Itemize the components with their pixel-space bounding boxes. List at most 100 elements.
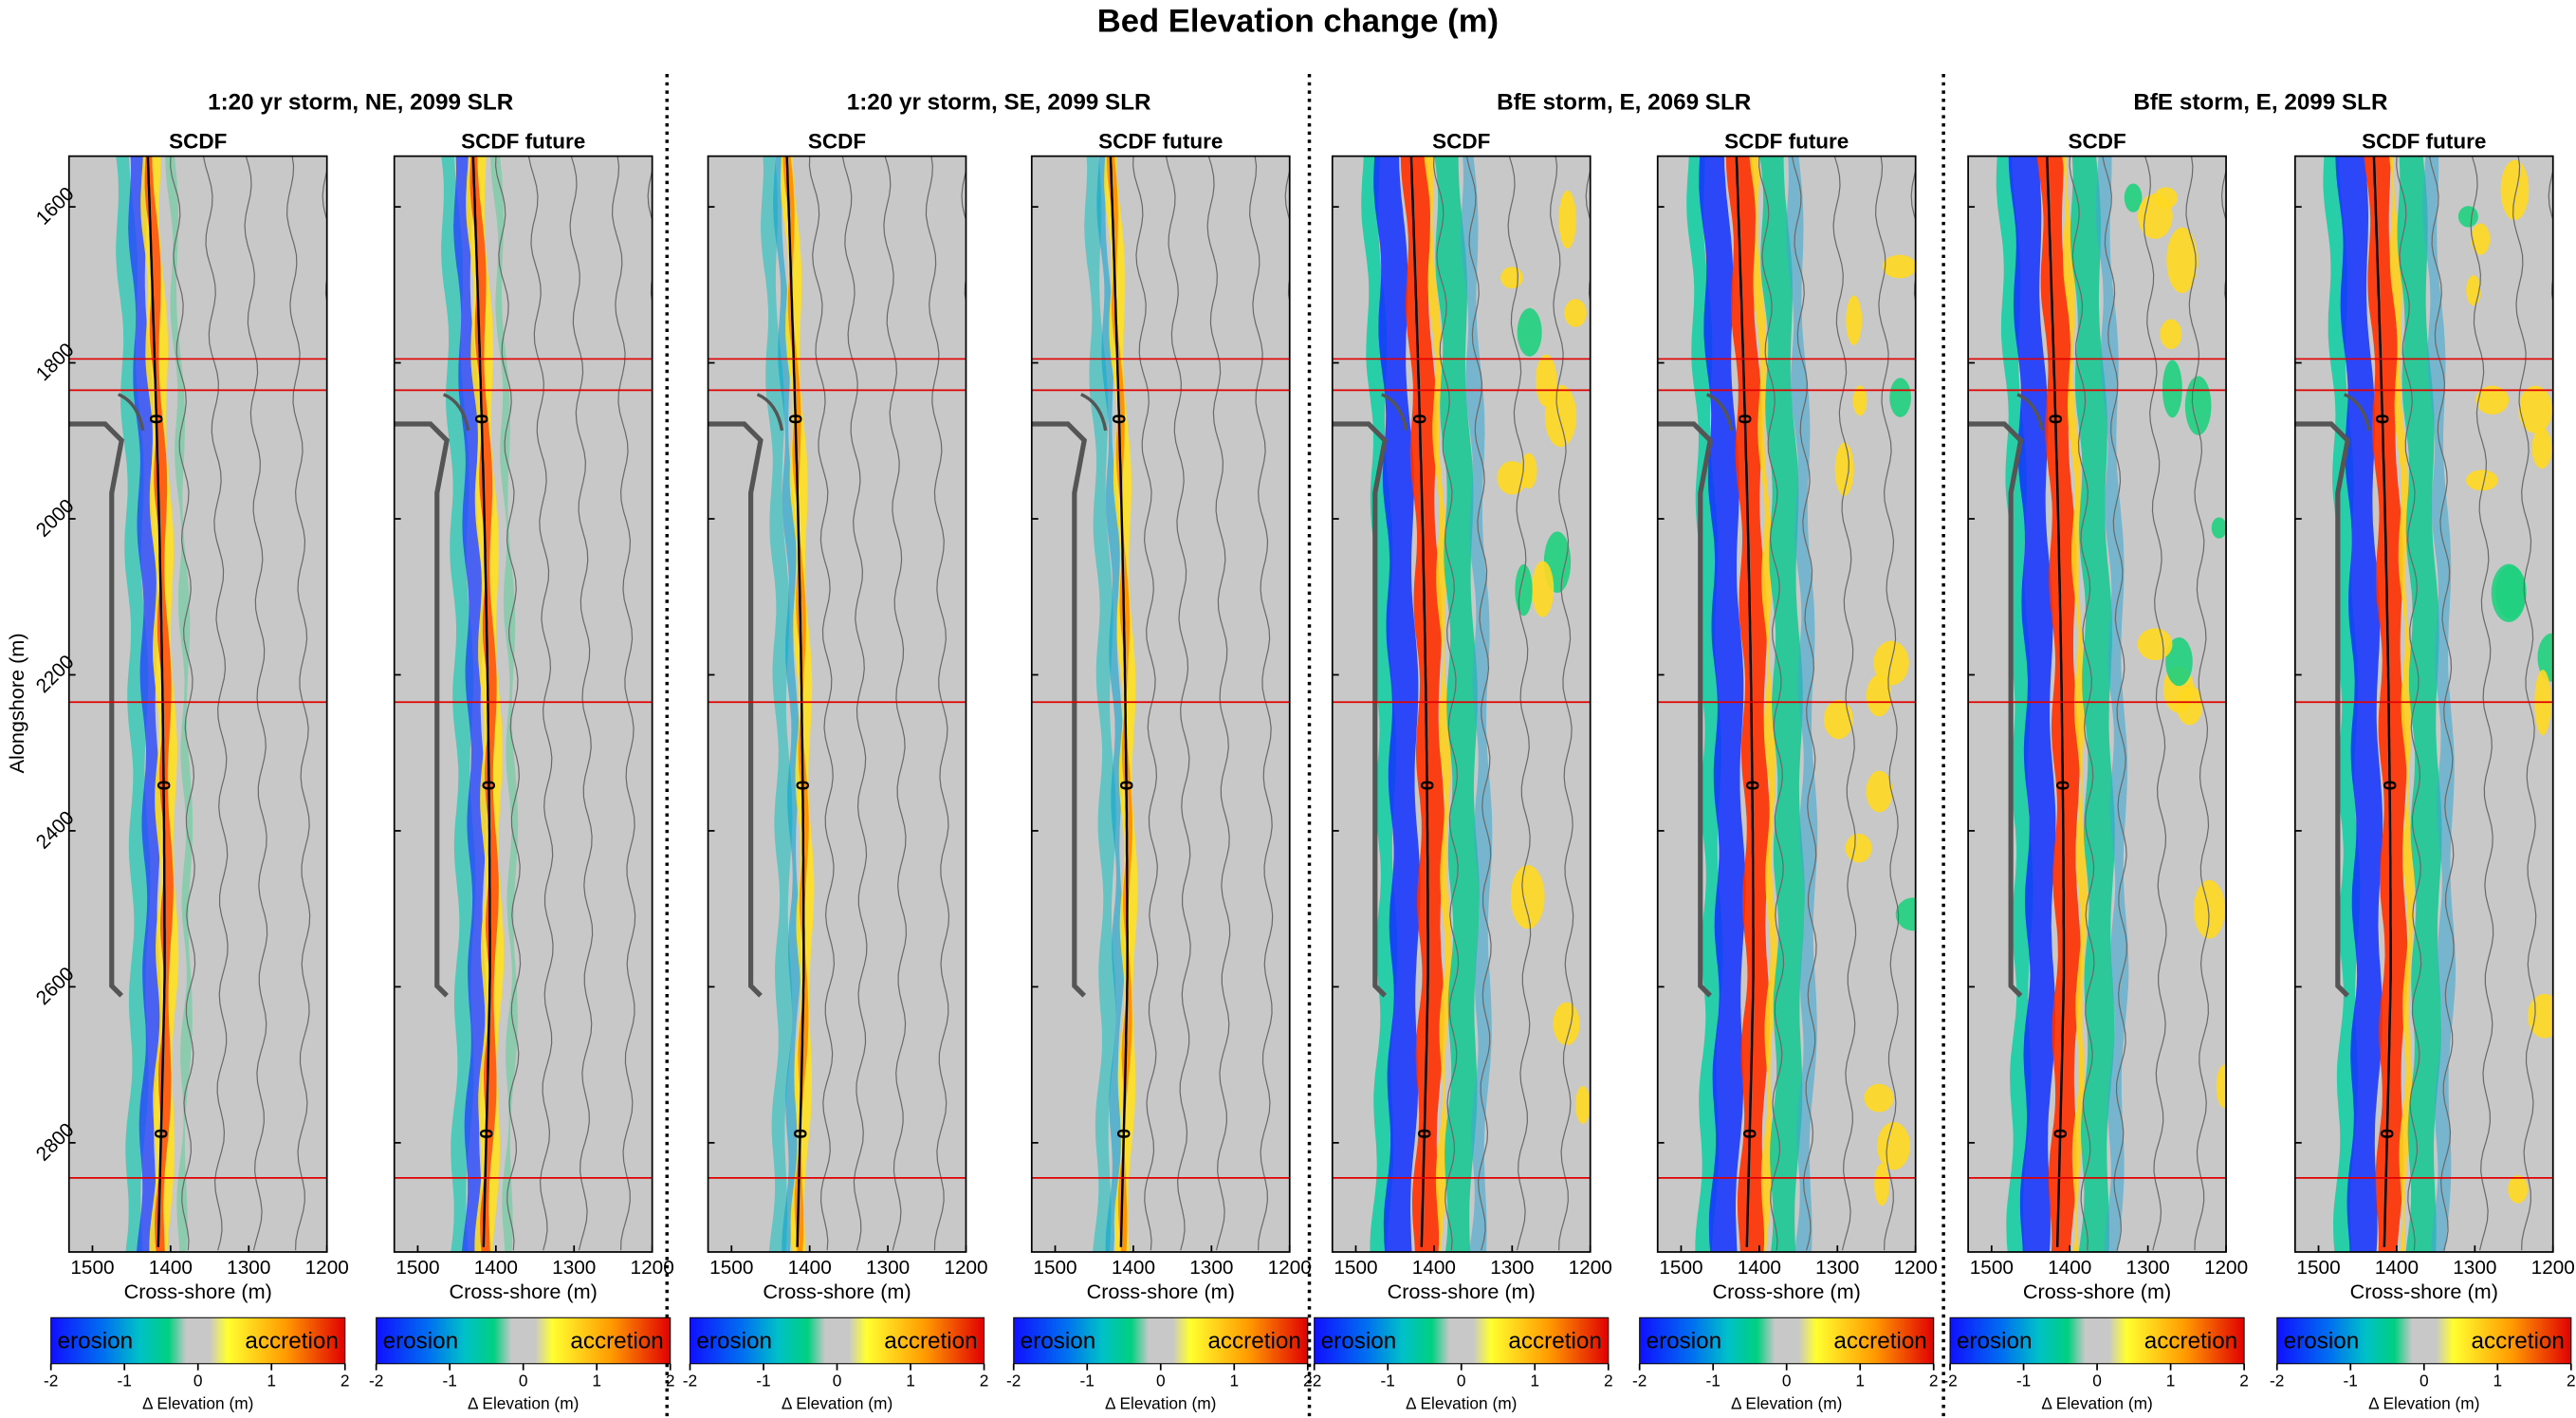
x-tick-label: 1500 [2296, 1257, 2340, 1279]
accretion-patch [2216, 1064, 2227, 1109]
seawall [68, 421, 124, 998]
change-band [2036, 156, 2082, 1252]
depth-contour [2069, 156, 2095, 1251]
contour-label: 0 [1734, 414, 1754, 424]
depth-contour [494, 156, 522, 1251]
x-axis-label: Cross-shore (m) [1713, 1280, 1861, 1303]
seawall [442, 393, 470, 432]
accretion-patch [1866, 674, 1892, 717]
accretion-patch [2124, 183, 2143, 212]
subplot: SCDF future 0 0 0 1500 1400 1300 1200 Cross-shor… [369, 130, 675, 1413]
accretion-patch [2457, 206, 2478, 228]
depth-contour [2143, 156, 2167, 1251]
elevation-map: 0 0 0 [394, 156, 653, 1252]
accretion-patch [2211, 517, 2227, 539]
colorbar-low-label: erosion [1321, 1329, 1397, 1354]
seawall [394, 421, 450, 998]
colorbar-tick-label: 0 [1457, 1371, 1466, 1390]
colorbar-tick-label: 1 [2493, 1371, 2502, 1390]
colorbar-label: Δ Elevation (m) [782, 1394, 892, 1413]
contour-label: 0 [2052, 781, 2071, 791]
x-tick-label: 1200 [1268, 1257, 1312, 1279]
change-band [1461, 156, 1493, 1252]
depth-contour [2428, 156, 2455, 1251]
contour-label: 0 [470, 414, 490, 424]
change-band [1106, 156, 1132, 1252]
change-band [116, 156, 151, 1252]
depth-contour [2396, 156, 2422, 1251]
change-band [1096, 156, 1125, 1252]
depth-contour [2185, 156, 2210, 1251]
x-tick-label: 1300 [2453, 1257, 2496, 1279]
x-tick-label: 1500 [1659, 1257, 1702, 1279]
accretion-patch [2137, 628, 2173, 660]
x-tick-label: 1200 [631, 1257, 674, 1279]
colorbar-tick-label: -2 [1307, 1371, 1321, 1390]
accretion-patch [1497, 461, 1527, 495]
depth-contour [1132, 156, 1159, 1251]
colorbar-high-label: accretion [570, 1329, 663, 1354]
change-band [1373, 156, 1421, 1252]
change-band [469, 156, 499, 1252]
colorbar-label: Δ Elevation (m) [1105, 1394, 1216, 1413]
elevation-map: 0 0 0 [1657, 156, 1916, 1252]
colorbar-tick-label: 1 [2166, 1371, 2176, 1390]
colorbar-high-label: accretion [245, 1329, 338, 1354]
colorbar-tick-label: 2 [666, 1371, 675, 1390]
contour-label: 0 [145, 414, 165, 424]
map-background [394, 156, 653, 1252]
seawall [2344, 393, 2371, 432]
change-band [2008, 156, 2056, 1252]
depth-contour [1832, 156, 1857, 1251]
change-band [2388, 156, 2415, 1252]
subplot-title: SCDF future [1098, 130, 1223, 154]
depth-contour [1507, 156, 1532, 1251]
elevation-map: 0 0 0 [68, 156, 327, 1252]
depth-contour [2512, 156, 2537, 1251]
seawall [2016, 393, 2044, 432]
colorbar-tick-label: -2 [2270, 1371, 2284, 1390]
depth-contour [202, 156, 229, 1251]
x-tick-label: 1300 [2126, 1257, 2170, 1279]
change-band [466, 156, 505, 1252]
depth-contour [1465, 156, 1492, 1251]
x-axis-label: Cross-shore (m) [2023, 1280, 2171, 1303]
elevation-map: 0 0 0 [708, 156, 966, 1252]
colorbar [2276, 1317, 2572, 1365]
accretion-patch [2176, 685, 2203, 726]
x-axis-label: Cross-shore (m) [124, 1280, 272, 1303]
colorbar-tick-label: -2 [369, 1371, 383, 1390]
subplot-title: SCDF [1432, 130, 1490, 154]
colorbar-tick-label: 0 [833, 1371, 842, 1390]
subplot: SCDF 0 0 0 1500 1400 1300 1200 Cross-shore (m) er… [1942, 130, 2249, 1413]
x-tick-label: 1200 [2204, 1257, 2248, 1279]
change-band [2397, 156, 2442, 1252]
colorbar-tick-label: 1 [592, 1371, 601, 1390]
colorbar-tick-label: 1 [1530, 1371, 1539, 1390]
x-axis-label: Cross-shore (m) [450, 1280, 598, 1303]
colorbar-high-label: accretion [1833, 1329, 1926, 1354]
accretion-patch [2471, 223, 2491, 255]
contour-label: 0 [1408, 414, 1428, 424]
contour-label: 0 [2376, 1129, 2396, 1139]
accretion-patch [1874, 1163, 1889, 1206]
x-tick-label: 1300 [1189, 1257, 1233, 1279]
depth-contour [1433, 156, 1460, 1251]
seawall [117, 393, 145, 432]
contour-label: 0 [1739, 1129, 1758, 1139]
accretion-patch [1517, 307, 1542, 357]
map-background [1031, 156, 1290, 1252]
subplot-title: SCDF [2068, 130, 2125, 154]
contour-label: 0 [478, 781, 498, 791]
accretion-patch [1510, 865, 1545, 930]
elevation-map: 0 0 0 [2294, 156, 2553, 1252]
accretion-patch [1553, 1002, 1580, 1046]
panel-title: 1:20 yr storm, SE, 2099 SLR [847, 90, 1151, 116]
contour-label: 0 [1115, 781, 1135, 791]
axes-frame [2293, 155, 2554, 1253]
x-tick-label: 1200 [1894, 1257, 1938, 1279]
contour-label: 0 [1416, 781, 1436, 791]
change-band [1786, 156, 1818, 1252]
colorbar-low-label: erosion [1647, 1329, 1722, 1354]
